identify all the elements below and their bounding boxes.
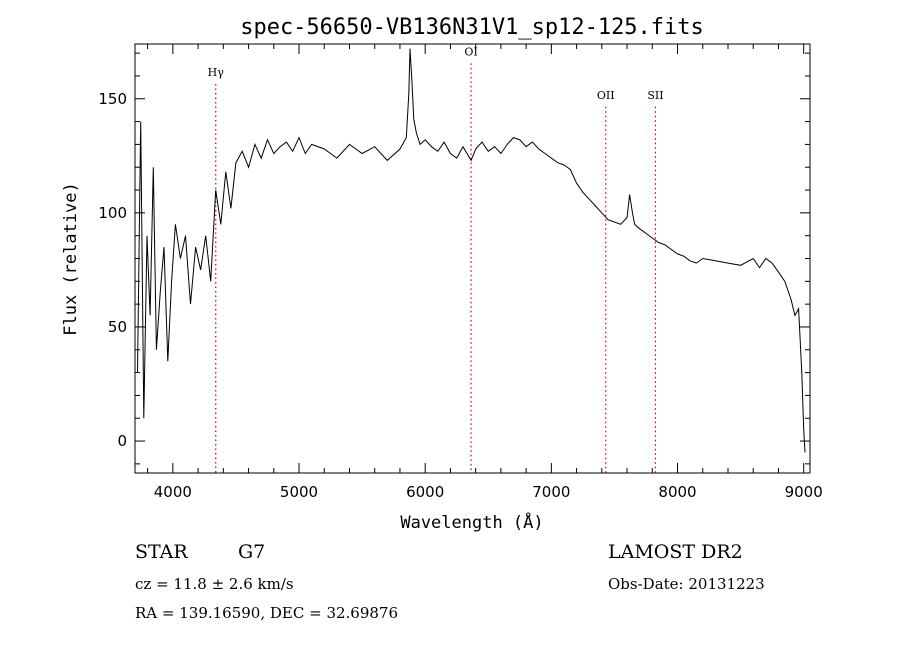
object-class: STAR xyxy=(135,541,188,563)
spectral-line-markers: Hγ OI OII SII xyxy=(208,45,664,473)
line-marker-label: OII xyxy=(597,89,615,102)
y-tick-label: 100 xyxy=(98,204,127,222)
object-subclass: G7 xyxy=(238,541,266,563)
x-tick-label: 6000 xyxy=(406,483,444,501)
axis-ticks: 4000 5000 6000 7000 8000 9000 0 50 100 150 xyxy=(98,44,823,501)
redshift-info: cz = 11.8 ± 2.6 km/s xyxy=(135,575,294,593)
survey-name: LAMOST DR2 xyxy=(608,541,743,563)
y-axis-label: Flux (relative) xyxy=(61,182,81,336)
y-tick-label: 0 xyxy=(117,432,127,450)
plot-frame xyxy=(134,43,811,474)
spectrum-line xyxy=(137,48,806,453)
line-marker-label: OI xyxy=(464,45,477,58)
line-marker-label: Hγ xyxy=(208,66,225,79)
chart-title: spec-56650-VB136N31V1_sp12-125.fits xyxy=(240,15,704,40)
x-tick-label: 9000 xyxy=(785,483,823,501)
observation-date: Obs-Date: 20131223 xyxy=(608,575,765,593)
x-tick-label: 5000 xyxy=(280,483,318,501)
x-tick-label: 7000 xyxy=(532,483,570,501)
coordinates-info: RA = 139.16590, DEC = 32.69876 xyxy=(135,604,399,622)
x-axis-label: Wavelength (Å) xyxy=(400,511,543,533)
line-marker-label: SII xyxy=(647,89,663,102)
y-tick-label: 150 xyxy=(98,90,127,108)
y-tick-label: 50 xyxy=(108,318,127,336)
x-tick-label: 4000 xyxy=(154,483,192,501)
x-tick-label: 8000 xyxy=(658,483,696,501)
